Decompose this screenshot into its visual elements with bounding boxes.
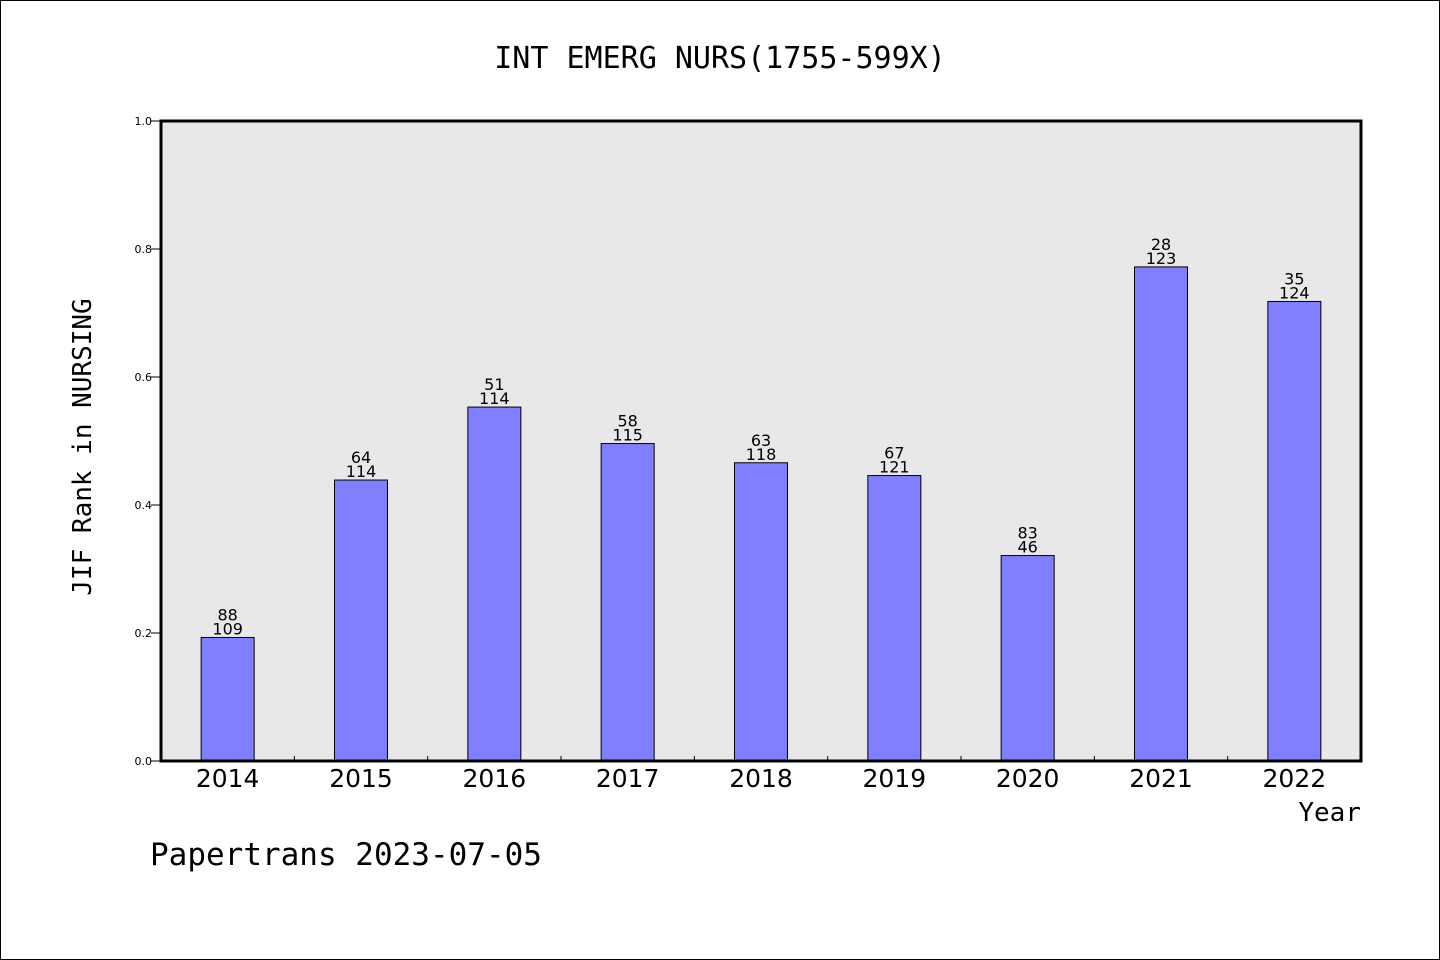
bar-label-top-2018: 63	[751, 431, 771, 450]
x-tick-label-2015: 2015	[329, 764, 393, 793]
bar-label-bottom-2017: 115	[612, 426, 643, 445]
x-tick-label-2022: 2022	[1263, 764, 1327, 793]
x-tick-label-2020: 2020	[996, 764, 1060, 793]
x-tick-label-2016: 2016	[463, 764, 527, 793]
footer-text: Papertrans 2023-07-05	[150, 837, 542, 873]
bar-label-top-2021: 28	[1151, 235, 1171, 254]
ticks-group: 2014 2015 2016 2017 2018 2019 2020 2021 2022 0.0 0…	[135, 115, 1327, 793]
y-tick-label-0.8: 0.8	[135, 243, 153, 256]
bar-label-top-2022: 35	[1284, 269, 1304, 288]
bar-label-top-2016: 51	[484, 375, 504, 394]
y-tick-label-0.6: 0.6	[135, 371, 153, 384]
y-axis-label: JIF Rank in NURSING	[68, 298, 98, 595]
bar-label-bottom-2016: 114	[479, 389, 510, 408]
y-tick-label-0.4: 0.4	[135, 499, 153, 512]
x-tick-label-2019: 2019	[863, 764, 927, 793]
bar-2015	[334, 479, 388, 762]
bar-label-top-2014: 88	[217, 605, 237, 624]
bar-2016	[467, 406, 522, 762]
chart-title: INT EMERG NURS(1755-599X)	[494, 41, 946, 76]
bar-2018	[734, 462, 788, 762]
bar-label-top-2020: 83	[1017, 524, 1037, 543]
x-tick-label-2018: 2018	[729, 764, 793, 793]
bar-label-bottom-2021: 123	[1146, 249, 1177, 268]
y-tick-label-1.0: 1.0	[135, 115, 153, 128]
bar-2022	[1267, 300, 1322, 762]
bar-label-bottom-2018: 118	[746, 445, 777, 464]
x-tick-label-2017: 2017	[596, 764, 660, 793]
bar-label-bottom-2014: 109	[212, 619, 243, 638]
bar-label-top-2019: 67	[884, 444, 904, 463]
x-tick-label-2021: 2021	[1129, 764, 1193, 793]
y-tick-label-0.0: 0.0	[135, 755, 153, 768]
bar-label-bottom-2019: 121	[879, 458, 910, 477]
bar-2019	[867, 475, 922, 762]
x-axis-label: Year	[1298, 798, 1361, 828]
bar-label-top-2015: 64	[351, 448, 371, 467]
bar-label-bottom-2020: 46	[1017, 538, 1037, 557]
bar-2021	[1134, 266, 1188, 762]
bar-label-bottom-2022: 124	[1279, 283, 1310, 302]
bar-2020	[1000, 555, 1055, 762]
bar-label-bottom-2015: 114	[346, 462, 377, 481]
plot-border	[159, 119, 1363, 763]
bar-2017	[600, 443, 655, 762]
y-tick-label-0.2: 0.2	[135, 627, 153, 640]
bar-2014	[200, 636, 255, 762]
bars-group	[200, 266, 1322, 762]
bar-label-top-2017: 58	[617, 412, 637, 431]
x-tick-label-2014: 2014	[196, 764, 260, 793]
